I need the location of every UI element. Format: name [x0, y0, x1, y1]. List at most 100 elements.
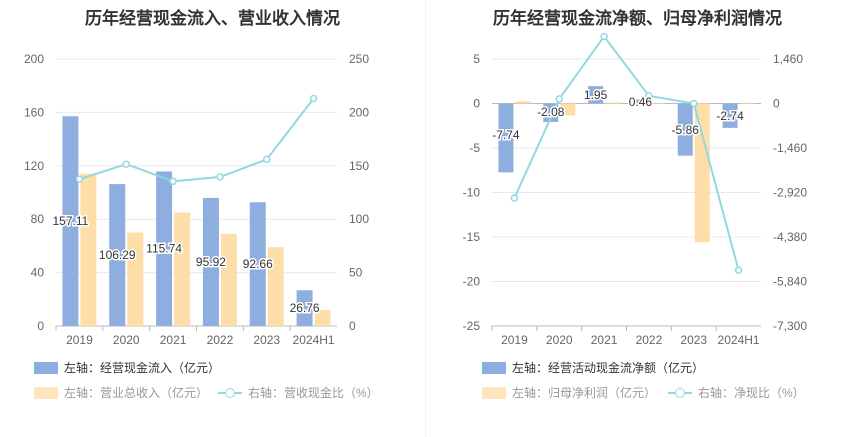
left-axis-tick-label: -10	[463, 186, 481, 200]
bar-primary	[202, 197, 219, 326]
x-axis-tick-label: 2020	[546, 333, 573, 347]
bar-primary	[677, 103, 693, 156]
ratio-point	[169, 177, 177, 186]
x-axis-tick-label: 2022	[207, 333, 234, 347]
left-legend-item-revenue[interactable]: 左轴：营业总收入（亿元）	[34, 384, 208, 401]
x-axis-tick-label: 2021	[160, 333, 187, 347]
left-axis-tick-label: 80	[31, 212, 45, 226]
left-axis-tick-label: 200	[24, 52, 44, 66]
bar-secondary	[314, 309, 331, 326]
ratio-point	[734, 266, 743, 274]
right-legend-label-net-profit: 左轴：归母净利润（亿元）	[512, 386, 657, 400]
right-axis-tick-label: -1,460	[773, 141, 807, 155]
legend-swatch-blue	[482, 361, 506, 374]
legend-swatch-orange	[482, 386, 506, 399]
left-legend-label-ratio: 右轴：营收现金比（%）	[248, 386, 379, 400]
right-axis-tick-label: 100	[349, 212, 369, 226]
ratio-point	[555, 95, 563, 103]
bar-primary	[588, 86, 604, 104]
bar-data-label: 1.95	[584, 88, 608, 102]
right-axis-tick-label: 150	[349, 159, 369, 173]
left-axis-tick-label: 120	[24, 159, 44, 173]
right-axis-tick-label: -7,300	[773, 319, 807, 333]
bar-data-label: 95.92	[196, 255, 226, 269]
x-axis-tick-label: 2020	[113, 333, 140, 347]
ratio-point	[600, 32, 608, 41]
bar-data-label: 92.66	[243, 257, 273, 271]
right-legend-item-ratio[interactable]: 右轴：净现比（%）	[668, 384, 805, 401]
x-axis-tick-label: 2019	[501, 333, 528, 347]
bar-secondary	[605, 102, 621, 104]
left-chart-plot: 0 0 40 50 80 100 120 150 160 200 200 250 2019 2020 202…	[24, 52, 369, 347]
left-axis-tick-label: 5	[473, 52, 480, 66]
bar-data-label: 115.74	[146, 242, 182, 256]
ratio-point	[263, 155, 271, 164]
bar-secondary	[649, 103, 665, 104]
right-axis-tick-label: -2,920	[773, 186, 807, 200]
ratio-point	[122, 160, 130, 168]
bar-data-label: -2.74	[716, 109, 744, 123]
right-chart-title: 历年经营现金流净额、归母净利润情况	[493, 9, 782, 28]
legend-swatch-blue	[34, 361, 58, 374]
left-legend-label-cash-inflow: 左轴：经营现金流入（亿元）	[64, 361, 221, 375]
bar-primary	[249, 202, 266, 326]
x-axis-tick-label: 2023	[253, 333, 280, 347]
bar-primary	[109, 184, 126, 326]
bar-secondary	[127, 232, 144, 326]
bar-data-label: 157.11	[53, 214, 89, 228]
panel-divider	[425, 0, 426, 437]
right-axis-tick-label: -4,380	[773, 230, 807, 244]
left-axis-tick-label: 160	[24, 105, 44, 119]
bar-primary	[632, 99, 648, 104]
ratio-point	[216, 173, 224, 181]
bar-primary	[722, 103, 738, 128]
legend-line-circle-icon	[668, 387, 692, 399]
ratio-point	[309, 94, 318, 103]
left-legend-item-cash-inflow[interactable]: 左轴：经营现金流入（亿元）	[34, 359, 220, 376]
left-axis-tick-label: 0	[473, 97, 480, 111]
left-axis-tick-label: -20	[463, 275, 481, 289]
left-chart-panel: 历年经营现金流入、营业收入情况 0 0 40 50 80 100 120 150 160 200 2…	[24, 9, 379, 401]
bar-primary	[62, 116, 79, 326]
x-axis-tick-label: 2019	[66, 333, 93, 347]
bar-data-label: 26.76	[290, 301, 320, 315]
left-legend-item-ratio[interactable]: 右轴：营收现金比（%）	[218, 384, 379, 401]
ratio-line	[79, 97, 315, 183]
right-axis-tick-label: 0	[349, 319, 356, 333]
legend-line-circle-icon	[218, 387, 242, 399]
bar-primary	[498, 103, 514, 173]
ratio-point	[645, 92, 653, 100]
right-axis-tick-label: 250	[349, 52, 369, 66]
right-legend-item-net-cash-flow[interactable]: 左轴：经营活动现金流净额（亿元）	[482, 359, 704, 376]
ratio-point	[690, 99, 698, 108]
left-axis-tick-label: -15	[463, 230, 481, 244]
ratio-point	[510, 194, 519, 202]
right-axis-tick-label: 1,460	[773, 52, 803, 66]
bar-secondary	[80, 173, 97, 326]
left-axis-tick-label: -5	[469, 141, 480, 155]
left-axis-tick-label: -25	[463, 319, 481, 333]
x-axis-tick-label: 2023	[680, 333, 707, 347]
right-axis-tick-label: -5,840	[773, 275, 807, 289]
right-axis-tick-label: 0	[773, 97, 780, 111]
right-chart-panel: 历年经营现金流净额、归母净利润情况 5 1,460 0 0 -5 -1,460 -10 -2,…	[425, 0, 850, 437]
right-legend-label-ratio: 右轴：净现比（%）	[698, 386, 805, 400]
bar-data-label: -7.74	[492, 128, 520, 142]
bar-secondary	[694, 103, 710, 243]
legend-swatch-orange	[34, 386, 58, 399]
bar-secondary	[515, 101, 531, 104]
bar-secondary	[220, 233, 237, 326]
bar-data-label: -2.08	[537, 105, 565, 119]
bar-primary	[296, 290, 313, 326]
bar-secondary	[174, 212, 191, 326]
right-legend-label-net-cash-flow: 左轴：经营活动现金流净额（亿元）	[512, 361, 705, 375]
left-chart-title: 历年经营现金流入、营业收入情况	[85, 9, 340, 28]
bar-data-label: 106.29	[99, 248, 136, 262]
bar-secondary	[560, 103, 576, 116]
right-legend-item-net-profit[interactable]: 左轴：归母净利润（亿元）	[482, 384, 656, 401]
right-chart-plot: 5 1,460 0 0 -5 -1,460 -10 -2,920 -15 -4,380 -20 -5,…	[463, 32, 807, 347]
bar-secondary	[739, 103, 755, 104]
right-axis-tick-label: 200	[349, 105, 369, 119]
bar-secondary	[267, 247, 284, 326]
x-axis-tick-label: 2022	[636, 333, 663, 347]
